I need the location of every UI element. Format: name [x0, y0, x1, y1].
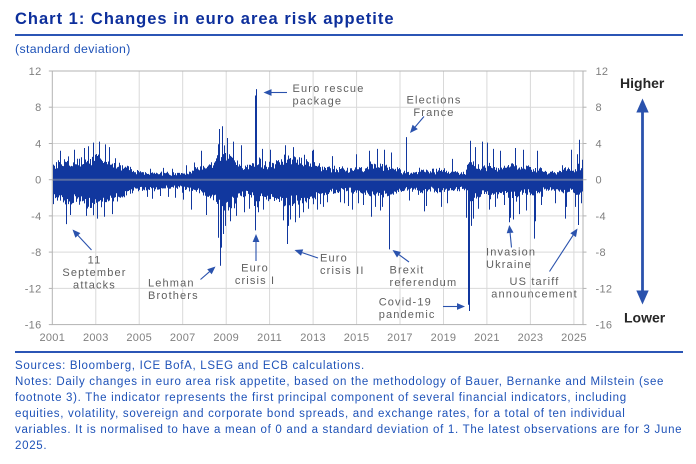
svg-text:-8: -8	[31, 247, 41, 259]
svg-text:France: France	[413, 107, 454, 119]
svg-text:-4: -4	[31, 211, 41, 223]
svg-text:2021: 2021	[474, 332, 500, 344]
svg-text:-16: -16	[25, 320, 42, 332]
svg-text:11: 11	[88, 255, 102, 267]
svg-text:September: September	[62, 267, 126, 279]
svg-text:-12: -12	[25, 283, 42, 295]
svg-text:2019: 2019	[431, 332, 457, 344]
svg-text:attacks: attacks	[73, 280, 116, 292]
svg-text:8: 8	[596, 102, 602, 114]
svg-text:-16: -16	[596, 320, 613, 332]
svg-text:US tariff: US tariff	[510, 276, 560, 288]
svg-text:Lehman: Lehman	[148, 278, 195, 290]
svg-text:4: 4	[35, 138, 41, 150]
svg-text:announcement: announcement	[491, 289, 578, 301]
svg-text:Brexit: Brexit	[390, 265, 425, 277]
svg-text:Euro: Euro	[320, 253, 348, 265]
svg-text:-8: -8	[596, 247, 606, 259]
svg-text:Ukraine: Ukraine	[486, 259, 532, 271]
svg-text:0: 0	[596, 175, 602, 187]
svg-text:2023: 2023	[518, 332, 544, 344]
svg-text:2007: 2007	[170, 332, 196, 344]
svg-text:8: 8	[35, 102, 41, 114]
svg-text:4: 4	[596, 138, 602, 150]
svg-text:Elections: Elections	[407, 95, 462, 107]
svg-text:2015: 2015	[344, 332, 370, 344]
svg-text:Euro: Euro	[241, 263, 269, 275]
svg-text:crisis I: crisis I	[235, 275, 275, 287]
svg-text:Lower: Lower	[624, 309, 666, 325]
svg-text:Brothers: Brothers	[148, 290, 199, 302]
svg-text:2011: 2011	[257, 332, 282, 344]
svg-text:crisis II: crisis II	[320, 265, 365, 277]
svg-text:Covid-19: Covid-19	[379, 297, 432, 309]
svg-text:2025: 2025	[561, 332, 587, 344]
svg-text:2001: 2001	[39, 332, 65, 344]
svg-text:2003: 2003	[83, 332, 109, 344]
svg-text:package: package	[293, 96, 343, 108]
svg-text:Invasion: Invasion	[486, 247, 536, 259]
svg-text:2017: 2017	[387, 332, 413, 344]
svg-text:Higher: Higher	[620, 75, 665, 91]
svg-text:-4: -4	[596, 211, 606, 223]
svg-text:2013: 2013	[300, 332, 326, 344]
svg-text:referendum: referendum	[390, 277, 458, 289]
svg-text:pandemic: pandemic	[379, 309, 436, 321]
svg-text:12: 12	[29, 66, 42, 78]
svg-text:Euro rescue: Euro rescue	[293, 83, 365, 95]
svg-text:0: 0	[35, 175, 41, 187]
svg-text:2009: 2009	[213, 332, 239, 344]
svg-text:2005: 2005	[126, 332, 152, 344]
svg-text:-12: -12	[596, 283, 613, 295]
svg-text:12: 12	[596, 66, 609, 78]
